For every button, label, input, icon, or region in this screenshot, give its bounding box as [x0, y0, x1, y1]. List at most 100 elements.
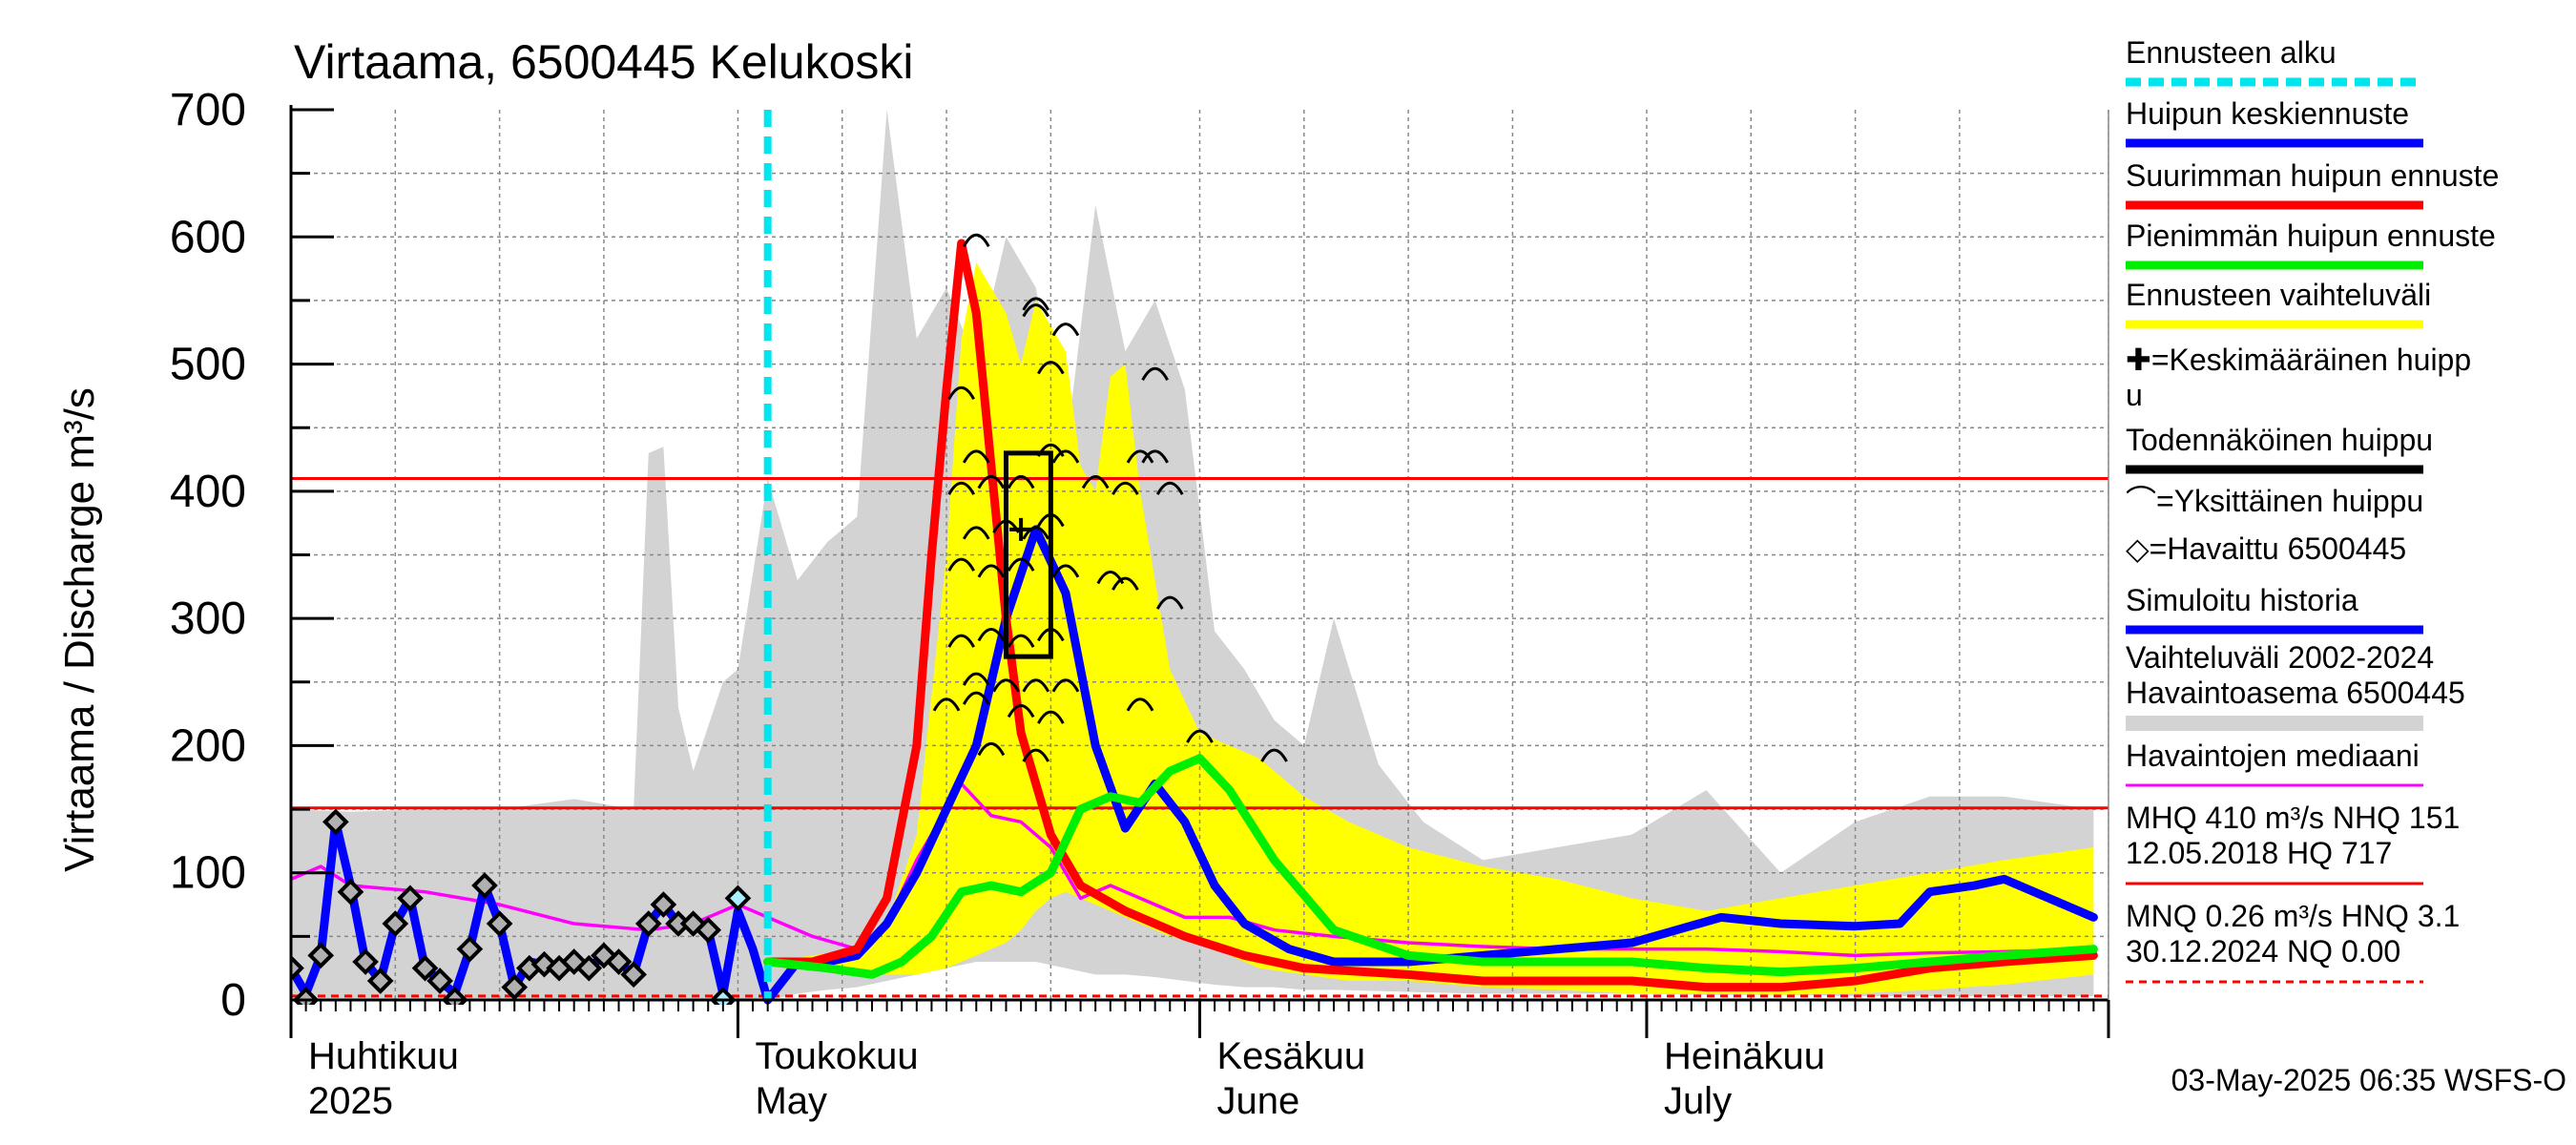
- probable-peak-box: [1004, 450, 1053, 659]
- single-peak-marker: [962, 526, 990, 540]
- forecast-range-band: [767, 261, 2094, 995]
- single-peak-marker: [1155, 595, 1184, 610]
- x-month-label: Kesäkuu: [1217, 1035, 1366, 1077]
- single-peak-marker: [977, 628, 1006, 642]
- legend: Ennusteen alku Huipun keskiennuste Suurimm…: [2126, 35, 2499, 984]
- y-tick-label: 0: [220, 975, 246, 1026]
- x-month-sublabel: July: [1664, 1080, 1732, 1122]
- legend-label: Vaihteluväli 2002-2024: [2126, 640, 2434, 675]
- observed-point: [426, 968, 453, 994]
- legend-label: Todennäköinen huippu: [2126, 423, 2433, 457]
- observed-point: [486, 910, 513, 937]
- legend-label: Pienimmän huipun ennuste: [2126, 219, 2496, 253]
- single-peak-marker: [1037, 710, 1065, 724]
- legend-label: MHQ 410 m³/s NHQ 151: [2126, 801, 2460, 835]
- single-peak-marker: [977, 475, 1006, 489]
- mean-peak-marker: [1009, 517, 1033, 541]
- legend-label: Simuloitu historia: [2126, 583, 2358, 617]
- observed-point: [382, 910, 409, 937]
- y-tick-label: 600: [170, 212, 246, 262]
- legend-label-2: 30.12.2024 NQ 0.00: [2126, 934, 2400, 968]
- single-peak-marker: [1051, 323, 1080, 337]
- observed-point: [411, 954, 439, 982]
- legend-label-2: 12.05.2018 HQ 717: [2126, 836, 2392, 870]
- single-peak-marker: [1126, 697, 1154, 712]
- x-month-sublabel: 2025: [308, 1080, 393, 1122]
- observed-point: [575, 954, 603, 982]
- single-peak-marker: [977, 741, 1006, 757]
- single-peak-marker: [977, 564, 1006, 578]
- chart-title: Virtaama, 6500445 Kelukoski: [294, 35, 914, 89]
- y-tick-label: 700: [170, 85, 246, 135]
- single-peak-marker: [1126, 449, 1154, 464]
- observed-point: [634, 910, 662, 937]
- series-line: [763, 525, 2098, 1005]
- single-peak-marker: [947, 385, 975, 400]
- legend-label-2: Havaintoasema 6500445: [2126, 676, 2465, 710]
- single-peak-marker: [962, 691, 990, 705]
- y-tick-label: 400: [170, 467, 246, 517]
- single-peak-marker: [1141, 449, 1169, 464]
- y-tick-label: 100: [170, 848, 246, 899]
- series-line: [763, 754, 2098, 979]
- single-peak-marker: [947, 557, 975, 572]
- single-peak-marker: [992, 678, 1020, 693]
- legend-label-2: u: [2126, 378, 2143, 412]
- y-tick-label: 500: [170, 340, 246, 390]
- single-peak-marker: [1155, 481, 1184, 495]
- y-axis-label: Virtaama / Discharge m³/s: [56, 387, 103, 872]
- single-peak-marker: [1081, 475, 1110, 489]
- observed-point: [291, 954, 304, 982]
- observed-point: [471, 872, 498, 899]
- legend-label: Havaintojen mediaani: [2126, 739, 2420, 773]
- single-peak-marker: [962, 449, 990, 464]
- single-peak-marker: [947, 481, 975, 495]
- observed-point: [650, 891, 677, 918]
- single-peak-marker: [1007, 475, 1035, 489]
- legend-label: ✚=Keskimääräinen huipp: [2126, 343, 2471, 377]
- x-month-sublabel: June: [1217, 1080, 1300, 1122]
- observed-point: [501, 973, 529, 1001]
- observed-point: [322, 808, 349, 836]
- observed-point: [366, 968, 394, 994]
- observed-point: [352, 948, 379, 975]
- single-peak-marker: [947, 634, 975, 648]
- y-tick-label: 200: [170, 720, 246, 771]
- single-peak-marker: [1141, 366, 1169, 381]
- observed-point: [724, 885, 752, 912]
- observed-point: [337, 878, 364, 906]
- legend-label: ◇=Havaittu 6500445: [2126, 531, 2406, 566]
- observed-point: [397, 885, 424, 912]
- observed-point: [456, 935, 484, 963]
- observed-point: [620, 961, 647, 989]
- single-peak-marker: [1186, 729, 1214, 743]
- single-peak-marker: [1022, 748, 1050, 762]
- single-peak-marker: [962, 233, 990, 248]
- legend-label: MNQ 0.26 m³/s HNQ 3.1: [2126, 899, 2460, 933]
- single-peak-marker: [962, 672, 990, 686]
- single-peak-marker: [932, 697, 961, 712]
- observed-point: [307, 942, 335, 969]
- legend-label: Ennusteen alku: [2126, 35, 2337, 70]
- series-line: [291, 781, 2096, 958]
- x-month-sublabel: May: [755, 1080, 827, 1122]
- single-peak-marker: [1051, 564, 1080, 578]
- single-peak-marker: [1111, 481, 1139, 495]
- single-peak-marker: [1022, 526, 1050, 540]
- x-month-label: Huhtikuu: [308, 1035, 459, 1077]
- single-peak-marker: [1051, 678, 1080, 693]
- y-axis-ticks: 0 100 200 300 400 500 600 700: [170, 85, 334, 1026]
- single-peak-marker: [1260, 748, 1288, 762]
- observed-point: [605, 948, 633, 975]
- timestamp-footer: 03-May-2025 06:35 WSFS-O: [2171, 1063, 2566, 1097]
- legend-label: ⌒=Yksittäinen huippu: [2126, 484, 2423, 518]
- single-peak-marker: [1007, 557, 1035, 572]
- single-peak-marker: [1037, 361, 1065, 375]
- single-peak-marker: [1007, 634, 1035, 648]
- single-peak-marker: [1022, 303, 1050, 318]
- y-tick-label: 300: [170, 593, 246, 644]
- legend-label: Ennusteen vaihteluväli: [2126, 278, 2431, 312]
- x-month-label: Heinäkuu: [1664, 1035, 1825, 1077]
- series-line: [763, 239, 2098, 992]
